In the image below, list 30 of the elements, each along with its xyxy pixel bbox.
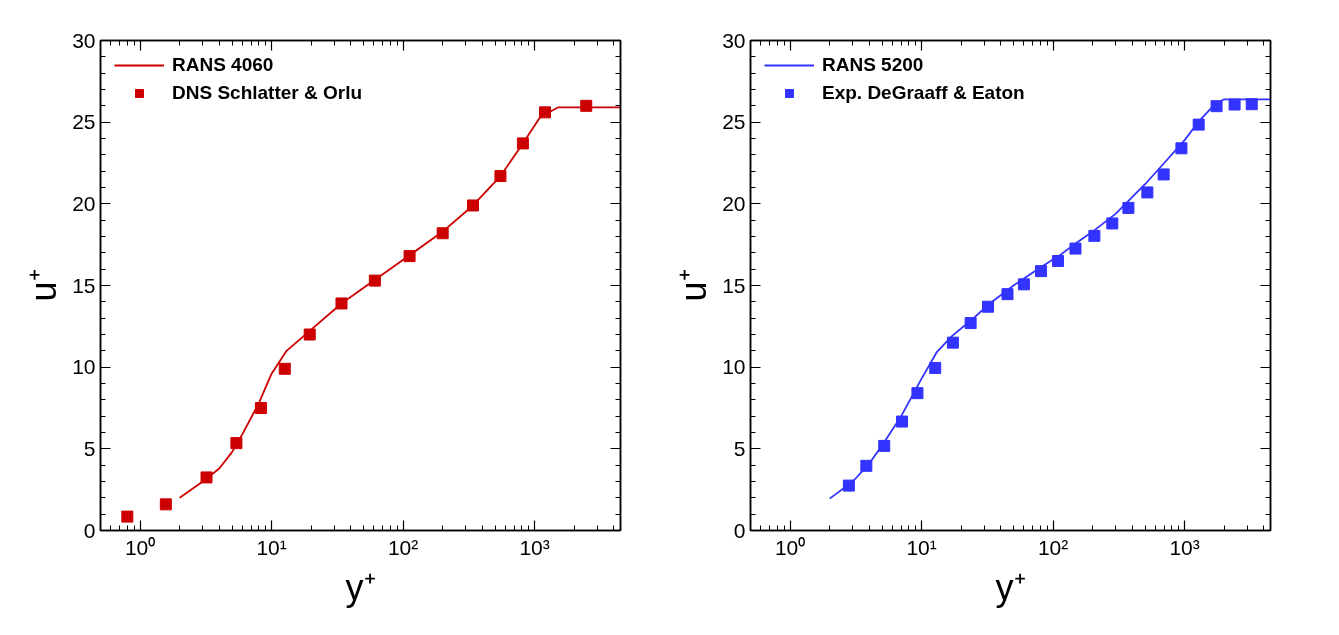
y-tick-label: 20 xyxy=(722,191,746,215)
legend-label: Exp. DeGraaff & Eaton xyxy=(822,82,1025,104)
y-tick-label: 0 xyxy=(733,518,746,542)
x-axis-title: y⁺ xyxy=(345,566,376,608)
x-tick-label: 10³ xyxy=(519,535,550,559)
legend-label: DNS Schlatter & Orlu xyxy=(172,82,363,104)
x-tick-label: 10³ xyxy=(1169,535,1200,559)
y-axis-title: u⁺ xyxy=(673,269,715,302)
x-tick-label: 10⁰ xyxy=(774,535,806,559)
y-axis-title: u⁺ xyxy=(23,269,65,302)
y-tick-label: 5 xyxy=(83,436,96,460)
x-tick-label: 10² xyxy=(1037,535,1069,559)
y-tick-label: 30 xyxy=(72,28,96,52)
x-tick-label: 10¹ xyxy=(906,535,937,559)
x-tick-label: 10² xyxy=(387,535,419,559)
y-tick-label: 15 xyxy=(722,273,746,297)
y-tick-label: 10 xyxy=(722,355,746,379)
y-tick-label: 25 xyxy=(72,110,96,134)
y-tick-label: 30 xyxy=(722,28,746,52)
x-axis-title: y⁺ xyxy=(995,566,1026,608)
y-tick-label: 0 xyxy=(83,518,96,542)
legend-label: RANS 5200 xyxy=(822,54,924,76)
y-tick-label: 20 xyxy=(72,191,96,215)
x-tick-label: 10⁰ xyxy=(124,535,156,559)
legend-label: RANS 4060 xyxy=(172,54,274,76)
y-tick-label: 5 xyxy=(733,436,746,460)
y-tick-label: 10 xyxy=(72,355,96,379)
y-tick-label: 15 xyxy=(72,273,96,297)
y-tick-label: 25 xyxy=(722,110,746,134)
x-tick-label: 10¹ xyxy=(256,535,287,559)
